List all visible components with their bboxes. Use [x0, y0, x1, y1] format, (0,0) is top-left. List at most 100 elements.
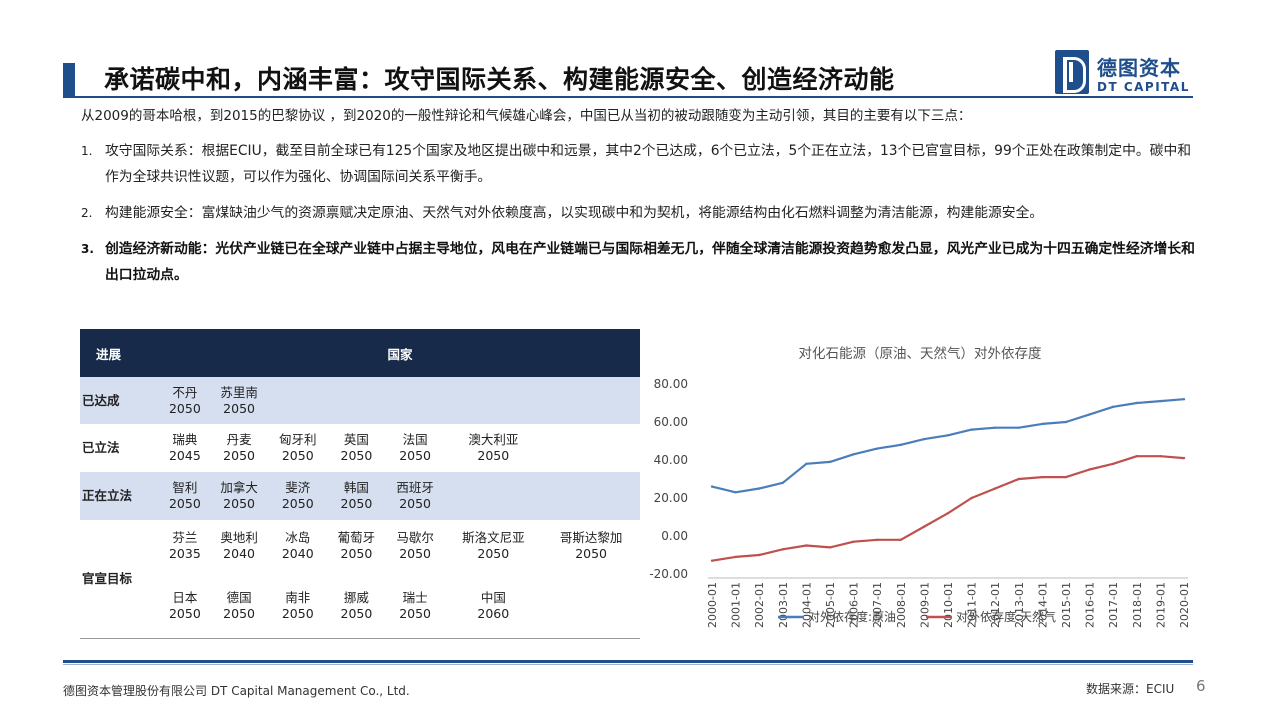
- title-accent-bar: [63, 63, 75, 97]
- footer-company: 德图资本管理股份有限公司 DT Capital Management Co., …: [63, 684, 410, 698]
- data-point: [758, 553, 761, 557]
- data-point: [1064, 420, 1068, 424]
- country-cell: 马歇尔 2050 瑞士 2050: [385, 520, 445, 639]
- data-point: [899, 538, 902, 541]
- data-point: [1112, 405, 1115, 408]
- data-point: [876, 447, 879, 450]
- data-point: [994, 487, 997, 490]
- point-3: 3. 创造经济新动能：光伏产业链已在全球产业链中占据主导地位，风电在产业链端已与…: [81, 236, 1201, 288]
- x-tick-label: 2010-01: [942, 582, 955, 628]
- data-point: [876, 538, 879, 541]
- country-cell: 芬兰 2035 日本 2050: [160, 520, 210, 639]
- point-number: 3.: [81, 242, 94, 256]
- x-tick-label: 2013-01: [1013, 582, 1026, 628]
- x-tick-label: 2002-01: [753, 582, 766, 628]
- data-point: [781, 481, 784, 484]
- x-tick-label: 2009-01: [918, 582, 931, 628]
- data-point: [946, 434, 950, 437]
- page-number: 6: [1196, 677, 1206, 695]
- country-cell: 韩国 2050: [327, 472, 386, 520]
- title-divider: [63, 96, 1193, 98]
- legend-label: 对外依存度:天然气: [956, 609, 1056, 624]
- data-point: [1159, 399, 1162, 403]
- data-point: [734, 555, 737, 559]
- data-point: [994, 426, 997, 429]
- country-cell: 斯洛文尼亚 2050 中国 2060: [444, 520, 543, 639]
- x-tick-label: 2015-01: [1060, 582, 1073, 628]
- series-lines: [710, 398, 1186, 562]
- key-points: 1. 攻守国际关系：根据ECIU，截至目前全球已有125个国家及地区提出碳中和远…: [81, 138, 1201, 298]
- table-header-row: 进展 国家: [80, 329, 640, 377]
- legend-label: 对外依存度:原油: [808, 609, 896, 624]
- x-tick-label: 2014-01: [1036, 582, 1049, 628]
- point-number: 1.: [81, 144, 93, 158]
- data-point: [852, 540, 855, 543]
- footer-divider-thin: [63, 664, 1193, 665]
- x-axis: 2000-01 2001-01 2002-01 2003-01 2004-01 2005-…: [706, 577, 1191, 628]
- point-number: 2.: [81, 206, 93, 220]
- data-point: [852, 453, 855, 456]
- x-tick-label: 2006-01: [848, 582, 861, 628]
- data-point: [1135, 455, 1138, 458]
- data-point: [970, 496, 973, 500]
- x-tick-label: 2018-01: [1131, 582, 1144, 628]
- y-axis: 80.00 60.00 40.00 20.00 0.00 -20.00: [649, 377, 688, 581]
- data-point: [923, 525, 926, 528]
- y-tick-label: 80.00: [654, 377, 688, 391]
- logo-text-cn: 德图资本: [1097, 56, 1181, 80]
- series-line: [711, 398, 1185, 494]
- table-row: 已立法 瑞典 2045 丹麦 2050 匈牙利 2050 英国 2050 法国 2050 …: [80, 424, 640, 472]
- row-label: 正在立法: [80, 472, 160, 520]
- x-tick-label: 2011-01: [966, 582, 979, 628]
- country-cell: 加拿大 2050: [209, 472, 269, 520]
- data-point: [1135, 401, 1138, 405]
- data-point: [805, 544, 808, 547]
- country-cell: 瑞典 2045: [168, 432, 201, 463]
- row-label: 已立法: [82, 440, 120, 455]
- header-progress: 进展: [80, 329, 160, 377]
- point-text: 创造经济新动能：光伏产业链已在全球产业链中占据主导地位，风电在产业链端已与国际相…: [105, 241, 1195, 283]
- series-line: [711, 455, 1185, 562]
- y-tick-label: 60.00: [654, 415, 688, 429]
- y-tick-label: 40.00: [654, 453, 688, 467]
- data-point: [1041, 422, 1044, 426]
- data-point: [1182, 456, 1186, 460]
- country-cell: 澳大利亚 2050: [468, 432, 519, 463]
- country-cell: 冰岛 2040 南非 2050: [268, 520, 328, 639]
- point-text: 攻守国际关系：根据ECIU，截至目前全球已有125个国家及地区提出碳中和远景，其…: [105, 143, 1192, 185]
- country-cell: 智利 2050: [160, 472, 210, 520]
- x-tick-label: 2020-01: [1178, 582, 1191, 628]
- data-point: [1064, 475, 1068, 479]
- x-tick-label: 2005-01: [824, 582, 837, 628]
- data-point: [923, 437, 926, 441]
- country-cell: 丹麦 2050: [223, 432, 255, 463]
- y-tick-label: -20.00: [649, 567, 688, 581]
- company-logo: 德图资本 DT CAPITAL: [1055, 50, 1195, 98]
- country-cell: 不丹 2050: [160, 377, 210, 424]
- data-point: [970, 428, 973, 431]
- table-row: 官宣目标 芬兰 2035 日本 2050 奥地利 2040 德国 2050 冰岛 2040 南非…: [80, 520, 640, 639]
- data-source: 数据来源：ECIU: [1086, 682, 1175, 696]
- row-label: 官宣目标: [80, 520, 160, 639]
- x-tick-label: 2000-01: [706, 582, 719, 628]
- chart-svg: 对化石能源（原油、天然气）对外依存度 80.00 60.00 40.00 20.00 0…: [649, 345, 1191, 628]
- country-cell: 哥斯达黎加 2050: [542, 520, 640, 639]
- point-text: 构建能源安全：富煤缺油少气的资源禀赋决定原油、天然气对外依赖度高，以实现碳中和为…: [105, 205, 1044, 221]
- data-point: [710, 559, 714, 562]
- country-cell: 英国 2050: [340, 432, 373, 463]
- chart-title: 对化石能源（原油、天然气）对外依存度: [799, 345, 1042, 362]
- x-tick-label: 2017-01: [1107, 582, 1120, 628]
- data-point: [828, 460, 832, 464]
- footer-divider: [63, 660, 1193, 663]
- x-tick-label: 2003-01: [777, 582, 790, 628]
- data-point: [781, 548, 784, 551]
- intro-text: 从2009的哥本哈根，到2015的巴黎协议 ，到2020的一般性辩论和气候雄心峰…: [81, 108, 972, 124]
- y-tick-label: 20.00: [654, 491, 688, 505]
- logo-text-en: DT CAPITAL: [1097, 80, 1190, 94]
- data-point: [946, 512, 950, 515]
- header-countries: 国家: [160, 329, 640, 377]
- data-point: [1088, 468, 1091, 471]
- logo-icon: [1055, 50, 1089, 94]
- x-tick-label: 2008-01: [895, 582, 908, 628]
- data-point: [828, 546, 832, 549]
